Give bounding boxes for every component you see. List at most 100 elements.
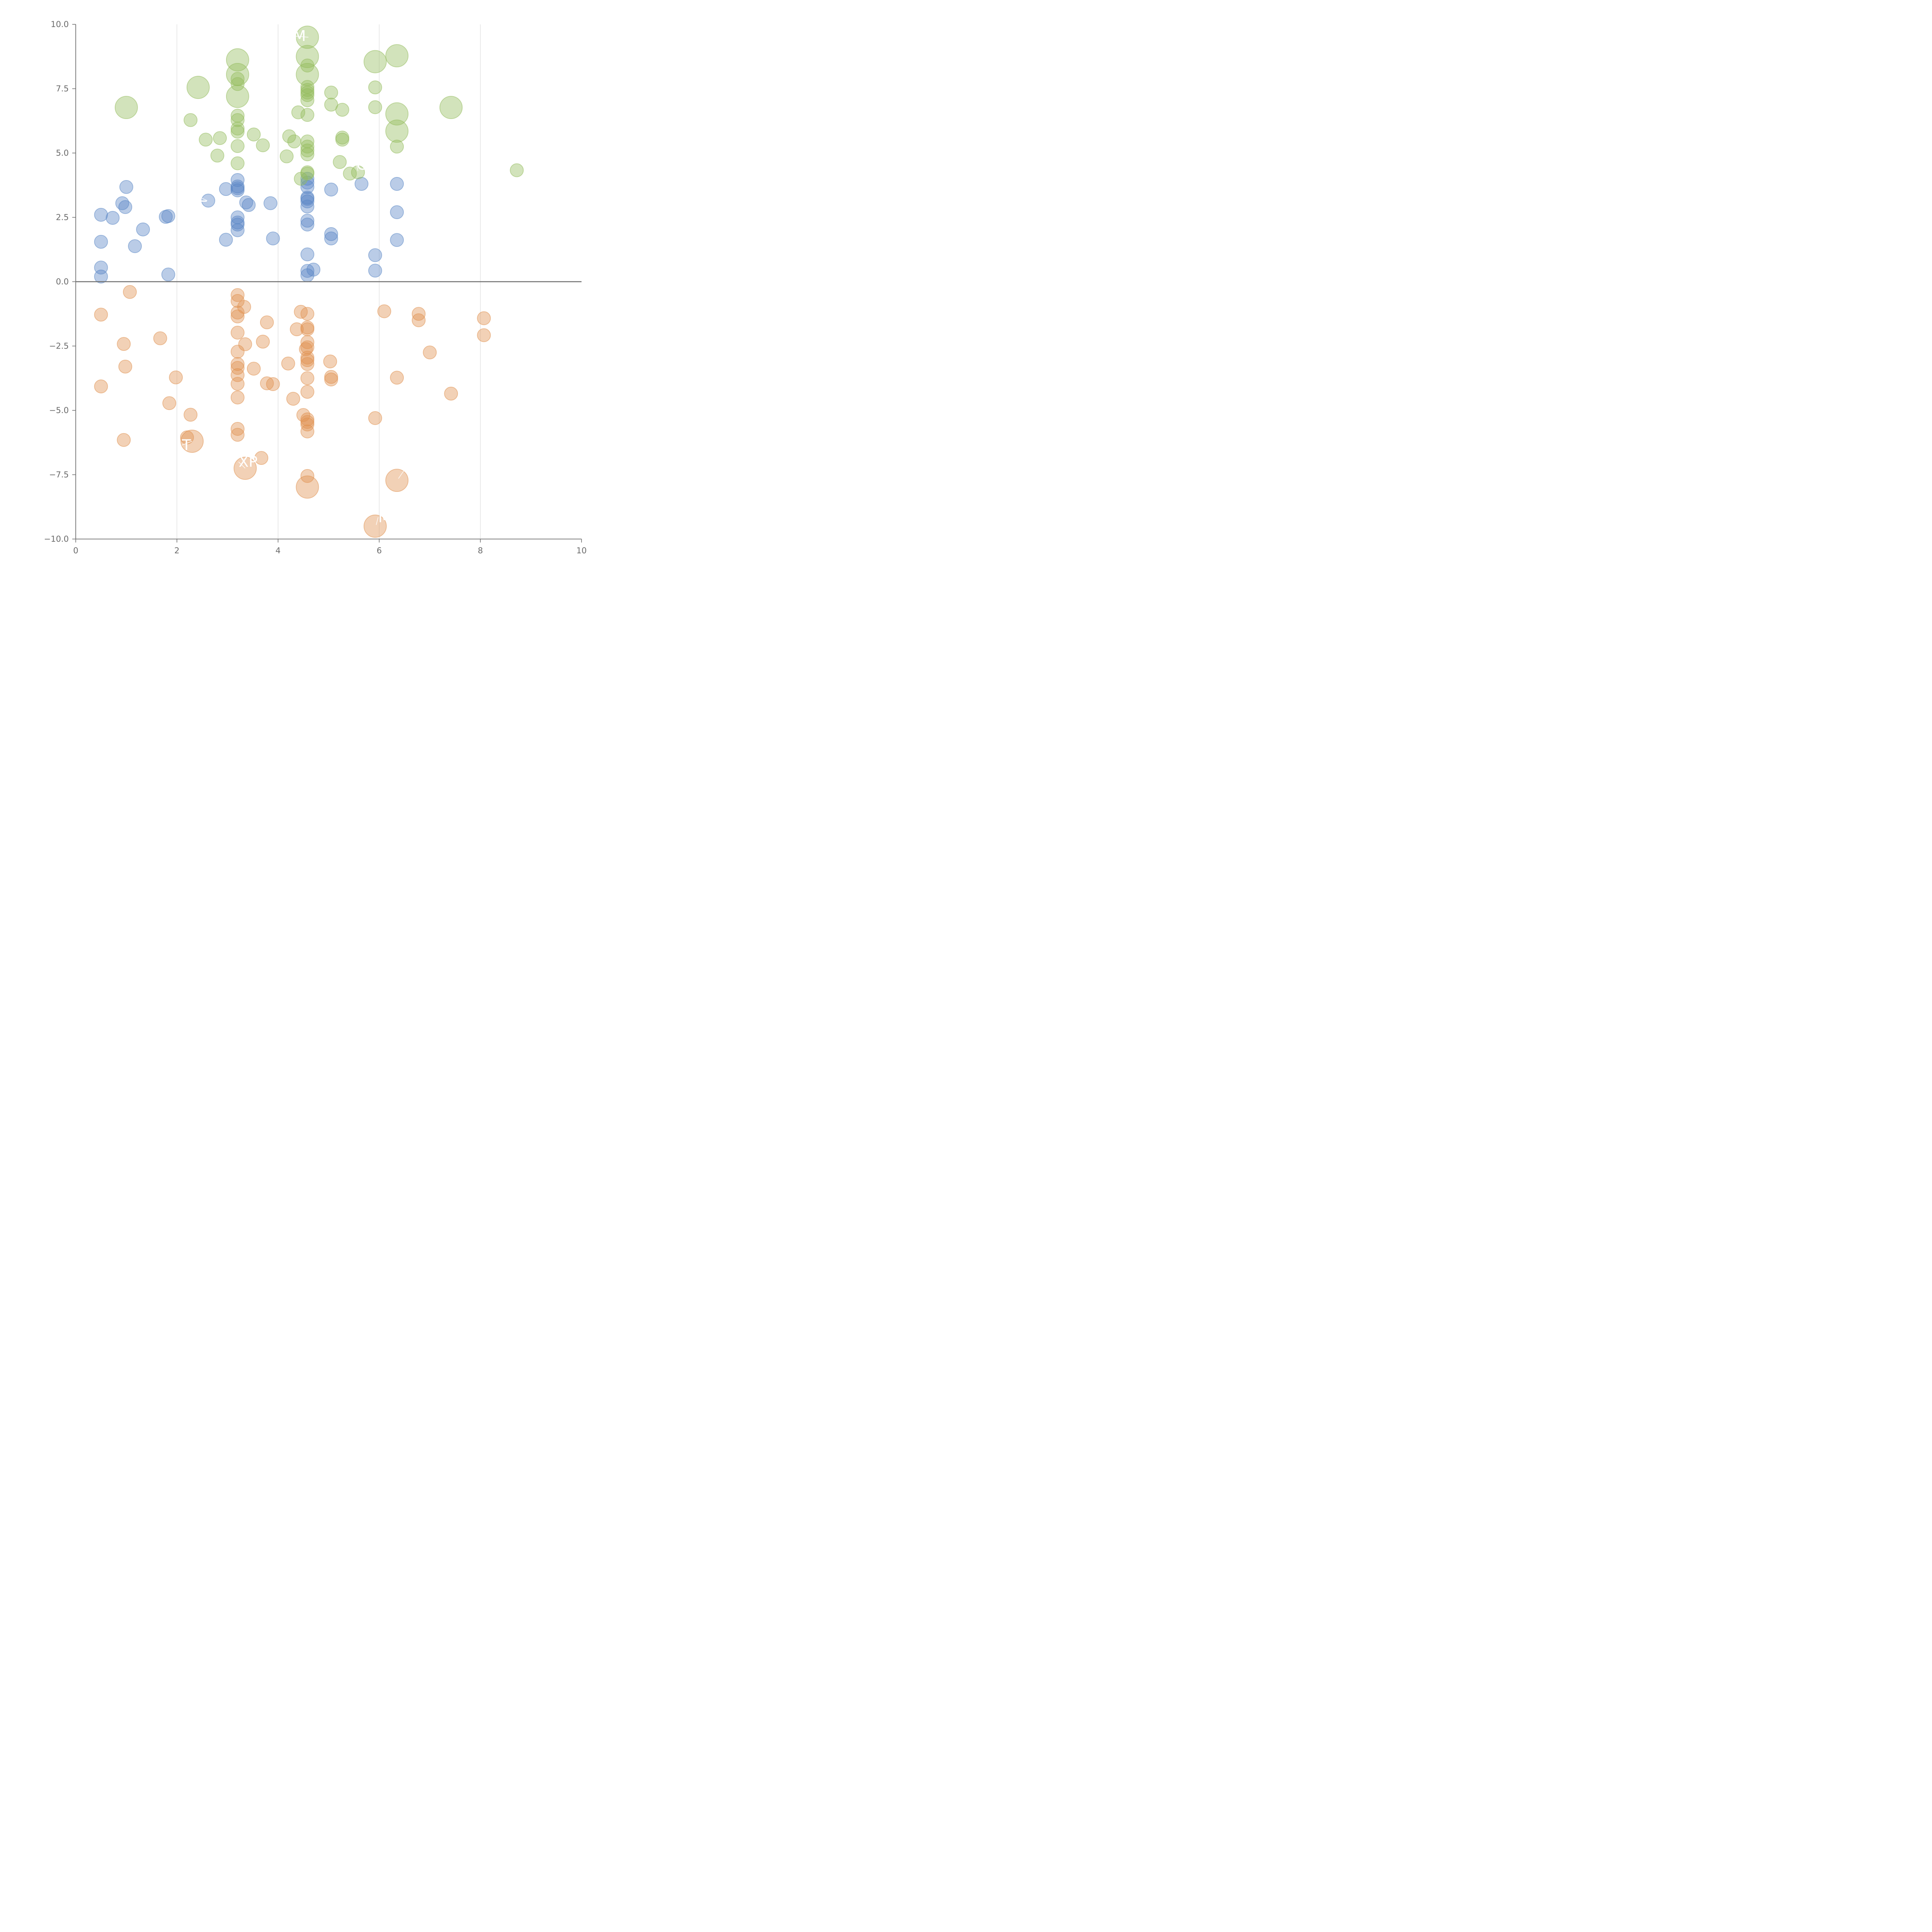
point-green-10: [226, 85, 249, 108]
point-blue-40: [306, 262, 321, 277]
point-orange-69: [477, 328, 491, 342]
point-orange-16: [230, 325, 245, 340]
point-green-55: [439, 96, 463, 119]
point-blue-15: [219, 233, 233, 247]
point-orange-36: [290, 322, 304, 337]
point-orange-21: [230, 377, 245, 391]
point-blue-1: [94, 235, 108, 249]
scatter-chart: 0 2 4 6 8 10 10.0 7.5 5.0 2.5 0.0 −2.5 −5.0 −7.5 −10.0…: [44, 20, 587, 555]
point-green-42: [333, 155, 347, 169]
point-orange-61: [377, 304, 391, 318]
point-green-53: [385, 119, 409, 143]
point-blue-43: [324, 231, 338, 246]
point-green-22: [291, 105, 305, 119]
y-tick-label-8: −10.0: [44, 534, 69, 544]
point-orange-6: [153, 331, 167, 345]
point-orange-12: [230, 288, 245, 302]
point-green-20: [282, 129, 296, 143]
point-green-45: [335, 133, 349, 147]
y-tick-label-3: 2.5: [56, 213, 69, 222]
x-tick-label-1: 2: [174, 546, 179, 555]
point-orange-40: [300, 307, 315, 321]
point-green-37: [300, 147, 315, 162]
point-label-3: S: [405, 460, 415, 477]
point-orange-35: [286, 392, 300, 406]
point-green-2: [186, 76, 210, 99]
point-green-13: [230, 121, 245, 136]
point-green-40: [324, 85, 338, 100]
point-blue-4: [105, 211, 120, 225]
point-orange-24: [230, 428, 245, 442]
point-green-17: [247, 128, 261, 141]
point-green-0: [114, 96, 138, 119]
point-green-12: [230, 113, 245, 127]
point-green-51: [385, 44, 409, 68]
point-blue-47: [390, 177, 404, 191]
point-green-5: [213, 131, 227, 145]
point-blue-26: [264, 196, 277, 210]
point-orange-7: [162, 396, 177, 410]
point-orange-29: [254, 451, 269, 465]
point-green-6: [226, 48, 249, 71]
y-tick-label-2: 5.0: [56, 148, 69, 158]
point-blue-33: [300, 194, 315, 209]
point-green-9: [230, 77, 245, 91]
label-leader-3: [398, 468, 406, 479]
x-tick-label-5: 10: [577, 546, 587, 555]
x-tick-label-2: 4: [276, 546, 281, 555]
point-orange-0: [94, 308, 108, 322]
point-blue-48: [390, 205, 404, 219]
point-green-54: [390, 139, 404, 154]
point-blue-49: [390, 233, 404, 247]
point-blue-37: [300, 247, 315, 262]
point-orange-43: [300, 335, 315, 349]
label-leader-5: [356, 164, 359, 171]
point-green-36: [300, 143, 315, 158]
point-labels: M T XP S M C L: [182, 27, 415, 526]
point-green-43: [335, 103, 349, 117]
point-green-35: [300, 139, 315, 154]
point-orange-66: [423, 345, 437, 360]
data-points: [94, 26, 524, 538]
point-green-32: [300, 93, 315, 107]
point-orange-42: [300, 322, 315, 337]
point-orange-23: [230, 422, 245, 436]
point-label-5: C: [356, 156, 367, 173]
label-leader-1: [182, 441, 192, 446]
point-blue-11: [161, 209, 175, 223]
point-orange-2: [117, 337, 131, 351]
point-green-56: [510, 163, 524, 177]
point-orange-15: [230, 310, 245, 323]
y-tick-label-0: 10.0: [51, 20, 69, 29]
point-orange-30: [256, 335, 270, 349]
point-green-49: [368, 80, 382, 95]
label-leader-4: [376, 517, 379, 525]
point-blue-22: [230, 218, 245, 232]
point-blue-12: [161, 267, 175, 282]
point-blue-14: [219, 182, 233, 196]
x-tick-label-3: 6: [377, 546, 382, 555]
point-green-16: [230, 156, 245, 170]
point-green-48: [364, 50, 387, 73]
point-blue-19: [230, 183, 245, 197]
point-blue-34: [300, 199, 315, 214]
point-orange-56: [323, 354, 337, 369]
point-green-4: [210, 148, 224, 163]
point-green-31: [300, 88, 315, 102]
axes: 0 2 4 6 8 10 10.0 7.5 5.0 2.5 0.0 −2.5 −5.0 −7.5 −10.0: [44, 20, 587, 555]
point-green-21: [287, 134, 301, 148]
point-green-39: [300, 167, 315, 181]
point-orange-63: [385, 469, 409, 492]
point-label-4: M: [378, 509, 391, 526]
point-orange-67: [444, 386, 458, 401]
point-green-1: [184, 113, 198, 127]
point-blue-3: [94, 269, 108, 284]
point-green-52: [385, 102, 409, 126]
point-orange-17: [230, 345, 245, 359]
y-tick-label-1: 7.5: [56, 84, 69, 94]
point-blue-7: [119, 180, 133, 194]
point-blue-25: [242, 198, 256, 212]
y-tick-label-4: 0.0: [56, 277, 69, 286]
point-orange-3: [117, 433, 131, 447]
point-orange-26: [238, 337, 252, 351]
